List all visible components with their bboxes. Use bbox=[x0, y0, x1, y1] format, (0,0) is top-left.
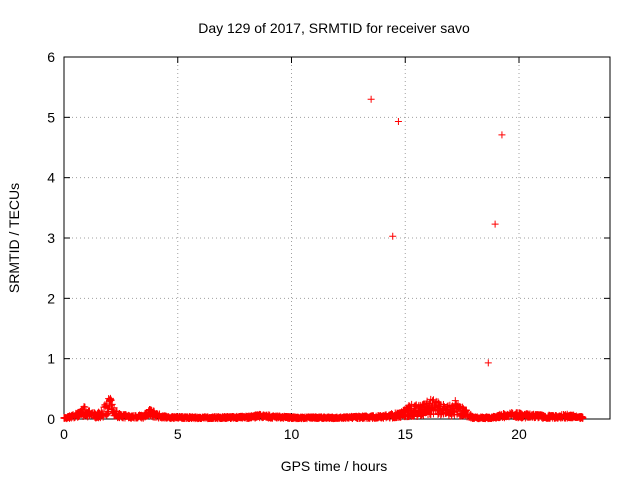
data-point bbox=[108, 400, 116, 408]
y-tick-label: 2 bbox=[47, 290, 55, 306]
x-tick-label: 10 bbox=[284, 426, 300, 442]
data-point bbox=[462, 406, 470, 414]
x-axis-label: GPS time / hours bbox=[281, 458, 388, 474]
data-point bbox=[74, 413, 82, 421]
x-tick-label: 0 bbox=[60, 426, 68, 442]
y-tick-label: 4 bbox=[47, 170, 55, 186]
data-points bbox=[60, 95, 587, 423]
data-point-outlier bbox=[367, 95, 375, 103]
data-point bbox=[578, 413, 586, 421]
tick-labels: 0 5 10 15 20 0 1 2 3 4 5 6 bbox=[47, 49, 527, 442]
y-tick-label: 3 bbox=[47, 230, 55, 246]
data-point bbox=[105, 409, 113, 417]
data-point bbox=[425, 400, 433, 408]
y-tick-label: 5 bbox=[47, 109, 55, 125]
data-point bbox=[104, 410, 112, 418]
y-tick-label: 6 bbox=[47, 49, 55, 65]
y-tick-label: 1 bbox=[47, 351, 55, 367]
x-tick-label: 20 bbox=[511, 426, 527, 442]
data-point bbox=[579, 414, 587, 422]
y-tick-label: 0 bbox=[47, 411, 55, 427]
data-point-outlier bbox=[491, 220, 499, 228]
data-point bbox=[98, 409, 106, 417]
data-point-outlier bbox=[389, 232, 397, 240]
data-point-outlier bbox=[394, 118, 402, 126]
data-point bbox=[97, 407, 105, 415]
x-tick-label: 15 bbox=[397, 426, 413, 442]
y-axis-label: SRMTID / TECUs bbox=[6, 183, 22, 293]
data-point-outlier bbox=[484, 359, 492, 367]
x-tick-label: 5 bbox=[174, 426, 182, 442]
data-point bbox=[106, 395, 114, 403]
chart-title: Day 129 of 2017, SRMTID for receiver sav… bbox=[198, 20, 470, 36]
grid bbox=[64, 57, 610, 419]
data-point-outlier bbox=[498, 131, 506, 139]
data-point bbox=[435, 399, 443, 407]
data-point bbox=[110, 404, 118, 412]
